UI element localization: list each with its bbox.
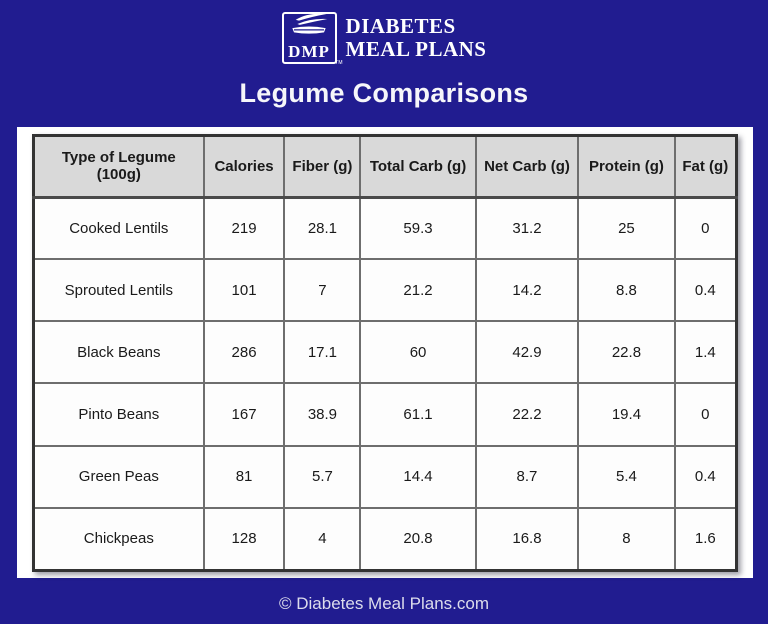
table-cell: 38.9	[283, 382, 362, 447]
table-cell: 42.9	[474, 320, 580, 385]
table-cell: 17.1	[283, 320, 362, 385]
header-cell-calories: Calories	[202, 134, 286, 199]
brand-wordmark-line2: MEAL PLANS	[345, 37, 487, 61]
legume-name-cell: Sprouted Lentils	[32, 258, 205, 323]
table-header-row: Type of Legume (100g) Calories Fiber (g)…	[32, 134, 738, 199]
table-panel: Type of Legume (100g) Calories Fiber (g)…	[17, 127, 753, 578]
table-cell: 16.8	[474, 506, 580, 572]
table-cell: 21.2	[359, 258, 477, 323]
table-cell: 22.8	[577, 320, 676, 385]
table-cell: 219	[202, 195, 286, 261]
table-cell: 81	[202, 444, 286, 509]
header-cell-legume-type: Type of Legume (100g)	[32, 134, 205, 199]
table-cell: 14.4	[359, 444, 477, 509]
dmp-plate-icon	[289, 11, 329, 42]
table-row: Black Beans 286 17.1 60 42.9 22.8 1.4	[32, 320, 738, 385]
legume-comparison-table: Type of Legume (100g) Calories Fiber (g)…	[32, 133, 738, 572]
table-cell: 0.4	[673, 444, 738, 509]
table-cell: 22.2	[474, 382, 580, 447]
table-row: Cooked Lentils 219 28.1 59.3 31.2 25 0	[32, 195, 738, 261]
brand-wordmark: DIABETES MEAL PLANS	[346, 15, 487, 60]
trademark-symbol: TM	[335, 60, 343, 66]
table-cell: 4	[283, 506, 362, 572]
table-cell: 101	[202, 258, 286, 323]
table-cell: 5.7	[283, 444, 362, 509]
table-cell: 25	[577, 195, 676, 261]
header-cell-total-carb: Total Carb (g)	[359, 134, 477, 199]
table-cell: 28.1	[283, 195, 362, 261]
copyright-footer: © Diabetes Meal Plans.com	[278, 594, 489, 613]
table-row: Pinto Beans 167 38.9 61.1 22.2 19.4 0	[32, 382, 738, 447]
header-cell-protein: Protein (g)	[577, 134, 676, 199]
table-cell: 59.3	[359, 195, 477, 261]
table-cell: 19.4	[577, 382, 676, 447]
table-cell: 128	[202, 506, 286, 572]
legume-name-cell: Black Beans	[32, 320, 205, 385]
table-cell: 0.4	[673, 258, 738, 323]
table-cell: 1.6	[673, 506, 738, 572]
table-cell: 0	[673, 382, 738, 447]
header-cell-fat: Fat (g)	[673, 134, 738, 199]
page-title: Legume Comparisons	[239, 78, 529, 108]
table-cell: 1.4	[673, 320, 738, 385]
brand-header: DMP TM DIABETES MEAL PLANS	[0, 11, 768, 66]
table-cell: 8.8	[577, 258, 676, 323]
legume-name-cell: Pinto Beans	[32, 382, 205, 447]
table-cell: 0	[673, 195, 738, 261]
table-cell: 14.2	[474, 258, 580, 323]
table-cell: 167	[202, 382, 286, 447]
dmp-logo: DMP TM	[281, 11, 343, 66]
table-row: Sprouted Lentils 101 7 21.2 14.2 8.8 0.4	[32, 258, 738, 323]
table-cell: 286	[202, 320, 286, 385]
table-cell: 61.1	[359, 382, 477, 447]
table-row: Chickpeas 128 4 20.8 16.8 8 1.6	[32, 506, 738, 572]
table-cell: 31.2	[474, 195, 580, 261]
table-cell: 7	[283, 258, 362, 323]
table-cell: 8.7	[474, 444, 580, 509]
brand-wordmark-line1: DIABETES	[345, 14, 456, 39]
legume-name-cell: Green Peas	[32, 444, 205, 509]
table-cell: 5.4	[577, 444, 676, 509]
table-cell: 20.8	[359, 506, 477, 572]
table-row: Green Peas 81 5.7 14.4 8.7 5.4 0.4	[32, 444, 738, 509]
dmp-logo-abbr: DMP	[288, 42, 330, 61]
legume-name-cell: Chickpeas	[32, 506, 205, 572]
table-cell: 60	[359, 320, 477, 385]
header-cell-net-carb: Net Carb (g)	[474, 134, 580, 199]
legume-name-cell: Cooked Lentils	[32, 195, 205, 261]
header-cell-fiber: Fiber (g)	[283, 134, 362, 199]
table-cell: 8	[577, 506, 676, 572]
